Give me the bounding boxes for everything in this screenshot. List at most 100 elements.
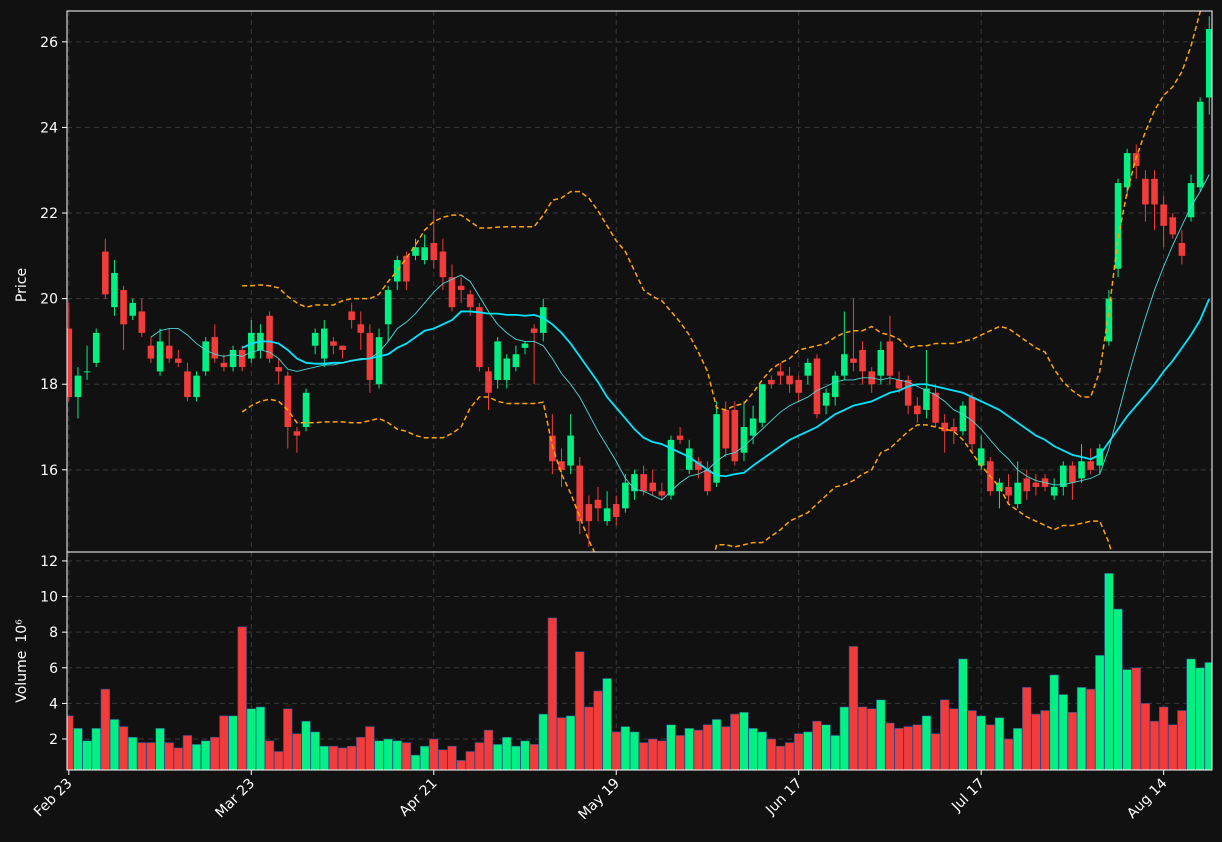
volume-bar — [465, 751, 475, 770]
candle-body — [92, 332, 100, 363]
candle-body — [284, 375, 292, 428]
candle-body — [558, 461, 565, 470]
candle-body — [631, 474, 638, 492]
volume-bar — [1040, 710, 1050, 770]
candle-body — [229, 349, 237, 368]
volume-bar — [730, 713, 740, 770]
candle-body — [822, 392, 830, 406]
volume-bar — [273, 751, 284, 770]
volume-bar — [575, 651, 585, 770]
candle-body — [585, 504, 593, 522]
candle-body — [923, 388, 930, 410]
candle-body — [640, 474, 647, 492]
candle-body — [1069, 465, 1076, 483]
candle-body — [886, 341, 894, 376]
volume-bar — [1085, 688, 1096, 770]
candle-body — [494, 341, 501, 380]
volume-bar — [337, 747, 348, 770]
candle-body — [841, 354, 848, 376]
candle-body — [667, 439, 675, 496]
volume-bar — [264, 740, 275, 770]
volume-bar — [447, 745, 457, 770]
candle-body — [439, 251, 447, 278]
candle-body — [466, 294, 474, 308]
candle-body — [530, 328, 538, 333]
candle-body — [311, 332, 319, 346]
y-tick-label: 24 — [40, 120, 58, 136]
candle-body — [1169, 217, 1177, 235]
volume-bar — [830, 735, 840, 770]
candle-body — [877, 349, 885, 376]
volume-tick-label: 10 — [40, 590, 58, 606]
volume-bar — [511, 745, 521, 770]
candle-body — [804, 362, 812, 376]
volume-bar — [885, 722, 895, 770]
candle-body — [786, 375, 793, 385]
candle-body — [503, 358, 511, 380]
candle-body — [1023, 478, 1031, 492]
volume-bar — [1104, 573, 1114, 770]
volume-bar — [547, 617, 558, 770]
candle-body — [302, 392, 310, 428]
candle-body — [749, 418, 757, 436]
candle-body — [330, 341, 337, 346]
volume-bar — [556, 717, 567, 770]
candle-body — [193, 375, 200, 398]
volume-bar — [346, 745, 357, 770]
volume-bar — [1022, 687, 1032, 770]
volume-bar — [73, 728, 83, 770]
volume-bar — [1113, 608, 1123, 770]
volume-bar — [940, 699, 950, 770]
candle-body — [393, 260, 401, 282]
candle-body — [412, 247, 419, 256]
candle-body — [348, 311, 355, 321]
volume-axis-label: Volume 10⁶ — [14, 619, 30, 703]
y-tick-label: 22 — [40, 206, 58, 222]
volume-bar — [1131, 667, 1141, 770]
volume-bar — [848, 646, 859, 770]
volume-bar — [1076, 687, 1087, 770]
volume-bar — [967, 710, 977, 770]
volume-bar — [374, 740, 384, 770]
volume-bar — [356, 736, 366, 770]
volume-bar — [228, 715, 238, 770]
y-axis-label: Price — [14, 268, 30, 302]
volume-bar — [739, 711, 749, 770]
volume-bar — [520, 740, 530, 770]
candle-body — [83, 371, 91, 373]
volume-tick-label: 8 — [49, 625, 58, 641]
candle-body — [731, 409, 739, 462]
volume-bar — [401, 742, 412, 770]
candle-body — [1105, 298, 1113, 342]
candle-body — [1160, 204, 1167, 226]
volume-bar — [894, 728, 904, 770]
volume-bar — [930, 733, 941, 770]
candle-body — [622, 482, 629, 509]
volume-bar — [310, 731, 320, 770]
candle-body — [275, 367, 282, 372]
candle-body — [1050, 486, 1058, 496]
candle-body — [403, 255, 410, 282]
volume-bar — [492, 744, 503, 770]
volume-bar — [638, 742, 649, 770]
volume-bar — [693, 729, 704, 770]
candle-body — [795, 379, 802, 393]
candle-body — [430, 242, 438, 261]
volume-bar — [328, 745, 339, 770]
overlay-lines — [150, 11, 1211, 552]
candle-body — [996, 482, 1003, 492]
volume-bar — [629, 731, 640, 770]
candle-body — [859, 349, 866, 372]
candle-body — [1060, 465, 1067, 487]
volume-unit: 10⁶ — [14, 619, 30, 643]
volume-tick-label: 2 — [49, 732, 58, 748]
volume-bar — [128, 736, 138, 770]
volume-bar — [474, 742, 485, 770]
volume-bar — [91, 728, 101, 770]
candle-body — [184, 371, 191, 398]
candle-body — [676, 435, 684, 440]
volume-bar — [794, 733, 804, 770]
candle-body — [1096, 448, 1104, 466]
